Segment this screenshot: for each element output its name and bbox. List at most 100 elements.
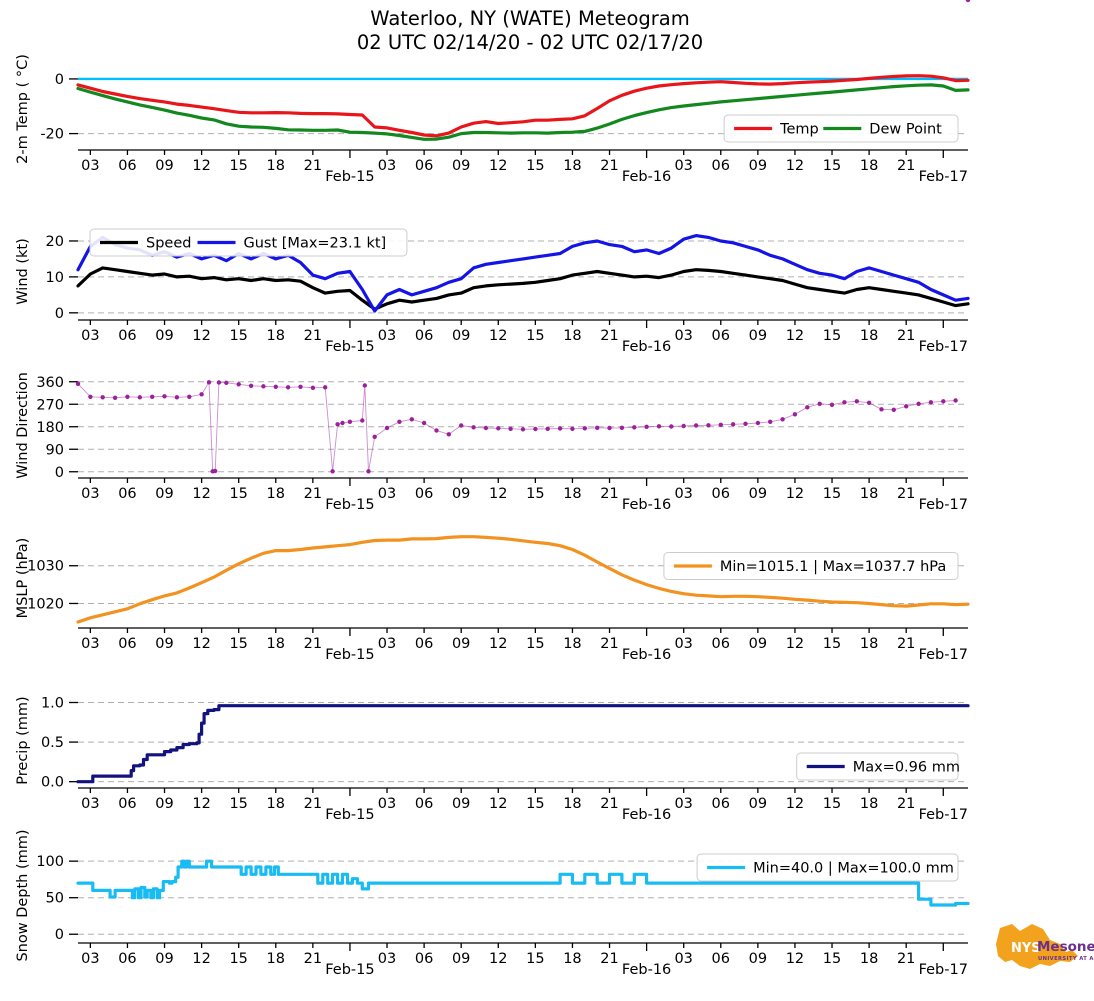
data-point bbox=[768, 419, 773, 424]
data-point bbox=[916, 401, 921, 406]
x-axis-hour-tick: 03 bbox=[674, 636, 692, 652]
nys-mesonet-logo: NYSMesonetUNIVERSITY AT ALBANY bbox=[996, 924, 1094, 969]
data-point bbox=[557, 426, 563, 431]
x-axis-hour-tick: 18 bbox=[860, 951, 878, 967]
x-axis-hour-tick: 06 bbox=[415, 158, 433, 174]
x-axis-hour-tick: 12 bbox=[489, 636, 507, 652]
x-axis-hour-tick: 03 bbox=[674, 796, 692, 812]
data-point bbox=[199, 392, 204, 397]
x-axis-hour-tick: 12 bbox=[192, 328, 210, 344]
data-point bbox=[459, 423, 464, 428]
x-axis-hour-tick: 03 bbox=[81, 951, 99, 967]
data-point bbox=[224, 380, 229, 385]
x-axis-hour-tick: 12 bbox=[786, 951, 804, 967]
x-axis-hour-tick: 15 bbox=[229, 796, 247, 812]
data-point bbox=[261, 384, 266, 389]
panel-wind: 0 10 20 Wind (kt) Speed Gust [Max=23.1 kt] 03 0… bbox=[15, 228, 970, 355]
x-axis-hour-tick: 12 bbox=[489, 328, 507, 344]
x-axis-day-label: Feb-17 bbox=[919, 497, 968, 513]
x-axis-day-label: Feb-17 bbox=[919, 169, 968, 185]
data-point bbox=[323, 385, 328, 390]
y-axis-label: Precip (mm) bbox=[15, 696, 31, 784]
data-point bbox=[340, 420, 345, 426]
x-axis-hour-tick: 18 bbox=[563, 951, 581, 967]
x-axis-hour-tick: 18 bbox=[563, 796, 581, 812]
data-point bbox=[372, 434, 377, 439]
x-axis-day-label: Feb-16 bbox=[622, 807, 671, 823]
x-axis-hour-tick: 21 bbox=[304, 486, 322, 502]
x-axis-hour-tick: 09 bbox=[749, 328, 767, 344]
new-york-state-shape bbox=[996, 924, 1078, 969]
x-axis-hour-tick: 12 bbox=[786, 158, 804, 174]
x-axis-hour-tick: 12 bbox=[192, 796, 210, 812]
x-axis-hour-tick: 15 bbox=[526, 636, 544, 652]
chart-title-line1: Waterloo, NY (WATE) Meteogram bbox=[370, 7, 689, 30]
legend-precip: Max=0.96 mm bbox=[796, 752, 960, 781]
data-point bbox=[347, 419, 353, 424]
x-axis-hour-tick: 18 bbox=[860, 158, 878, 174]
x-axis-hour-tick: 18 bbox=[563, 636, 581, 652]
x-axis-hour-tick: 15 bbox=[526, 951, 544, 967]
data-point bbox=[236, 382, 241, 387]
data-point bbox=[681, 423, 686, 429]
data-point bbox=[805, 405, 810, 410]
x-axis-hour-tick: 06 bbox=[118, 158, 136, 174]
x-axis-hour-tick: 18 bbox=[860, 486, 878, 502]
x-axis-hour-tick: 15 bbox=[229, 486, 247, 502]
x-axis-hour-tick: 03 bbox=[378, 158, 396, 174]
y-axis-tick-label: 0 bbox=[55, 306, 64, 322]
x-axis-hour-tick: 06 bbox=[415, 328, 433, 344]
x-axis-hour-tick: 21 bbox=[897, 158, 915, 174]
data-point bbox=[384, 425, 390, 431]
data-point bbox=[335, 422, 340, 427]
legend-label: Temp bbox=[779, 122, 819, 138]
logo-affiliation-text: UNIVERSITY AT ALBANY bbox=[1038, 956, 1094, 962]
y-axis-tick-label: 100 bbox=[36, 854, 64, 870]
x-axis-hour-tick: 12 bbox=[489, 486, 507, 502]
data-point bbox=[644, 424, 649, 429]
x-axis-hour-tick: 18 bbox=[267, 328, 285, 344]
data-point bbox=[446, 432, 451, 437]
x-axis-hour-tick: 21 bbox=[897, 636, 915, 652]
data-point bbox=[409, 417, 414, 422]
x-axis-hour-tick: 06 bbox=[118, 796, 136, 812]
x-axis-hour-tick: 03 bbox=[81, 328, 99, 344]
data-point bbox=[619, 425, 625, 430]
x-axis-hour-tick: 18 bbox=[267, 158, 285, 174]
data-point bbox=[632, 425, 637, 430]
x-axis-hour-tick: 15 bbox=[823, 158, 841, 174]
y-axis-tick-label: 0 bbox=[55, 927, 64, 943]
y-axis-tick-label: 360 bbox=[36, 375, 64, 391]
series-mslp bbox=[76, 535, 970, 624]
x-axis-hour-tick: 12 bbox=[489, 796, 507, 812]
y-axis-tick-label: 0 bbox=[55, 465, 64, 481]
x-axis-hour-tick: 15 bbox=[823, 796, 841, 812]
data-point bbox=[248, 383, 254, 388]
data-point bbox=[669, 424, 674, 429]
x-axis-hour-tick: 03 bbox=[674, 158, 692, 174]
x-axis-hour-tick: 12 bbox=[786, 636, 804, 652]
data-point bbox=[100, 395, 105, 400]
x-axis-hour-tick: 21 bbox=[897, 951, 915, 967]
legend-label: Max=0.96 mm bbox=[853, 760, 960, 776]
data-point bbox=[904, 404, 909, 409]
x-axis-hour-tick: 06 bbox=[415, 796, 433, 812]
data-point bbox=[693, 423, 699, 428]
x-axis-hour-tick: 03 bbox=[378, 486, 396, 502]
x-axis-hour-tick: 06 bbox=[712, 158, 730, 174]
data-point bbox=[125, 394, 130, 399]
x-axis-hour-tick: 21 bbox=[304, 158, 322, 174]
x-axis-hour-tick: 12 bbox=[192, 486, 210, 502]
data-point bbox=[483, 425, 489, 431]
data-point bbox=[706, 423, 711, 428]
x-axis-hour-tick: 06 bbox=[118, 486, 136, 502]
x-axis-hour-tick: 03 bbox=[674, 951, 692, 967]
x-axis-hour-tick: 21 bbox=[304, 328, 322, 344]
data-point bbox=[718, 422, 723, 427]
x-axis-hour-tick: 21 bbox=[600, 951, 618, 967]
data-point bbox=[397, 419, 402, 424]
x-axis-hour-tick: 09 bbox=[452, 486, 470, 502]
data-point bbox=[434, 428, 439, 433]
